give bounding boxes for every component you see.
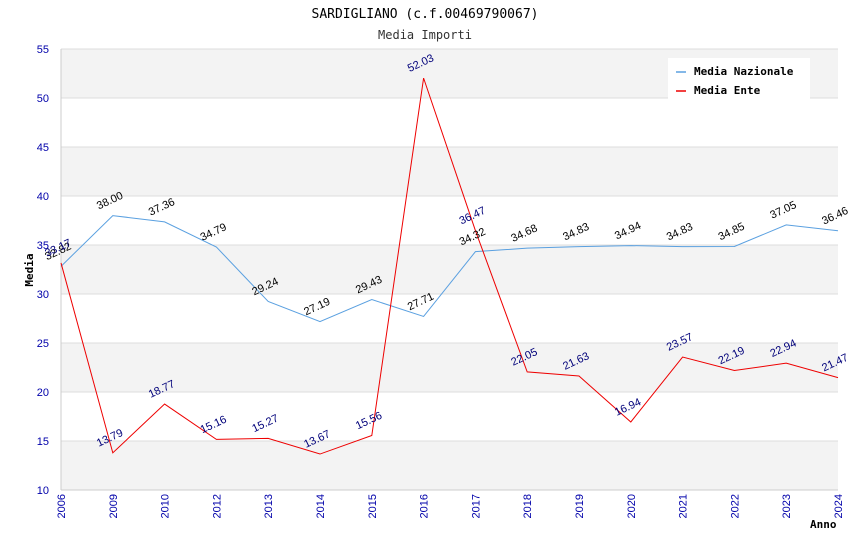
y-axis-label: Media [23,253,36,286]
x-tick-label: 2009 [108,494,120,518]
y-tick-label: 15 [37,436,49,448]
x-tick-label: 2010 [160,494,172,518]
data-label: 34.68 [509,222,539,245]
x-tick-label: 2014 [315,494,327,518]
x-tick-label: 2017 [470,494,482,518]
y-tick-label: 40 [37,191,49,203]
x-tick-label: 2021 [678,494,690,518]
data-label: 37.36 [147,196,177,219]
y-tick-label: 55 [37,44,49,56]
series-line-0 [60,215,839,323]
y-axis-ticks: 10 15 20 25 30 35 40 45 50 55 [37,44,49,497]
y-tick-label: 20 [37,387,49,399]
data-label: 34.79 [199,221,229,244]
x-tick-label: 2022 [729,494,741,518]
legend: Media Nazionale Media Ente [668,58,810,100]
data-label: 36.47 [458,205,488,228]
data-label: 27.19 [302,296,332,319]
x-tick-label: 2020 [626,494,638,518]
data-label: 34.85 [717,221,747,244]
x-tick-label: 2013 [263,494,275,518]
series-line-1 [60,77,839,455]
x-tick-label: 2019 [574,494,586,518]
plot-band [61,441,838,490]
x-tick-label: 2006 [56,494,68,518]
y-tick-label: 30 [37,289,49,301]
y-tick-label: 50 [37,93,49,105]
chart-title: SARDIGLIANO (c.f.00469790067) [312,7,539,22]
x-tick-label: 2015 [367,494,379,518]
legend-label-media-ente: Media Ente [694,84,761,97]
plot-band [61,343,838,392]
x-axis-label: Anno [810,518,837,531]
x-axis-ticks: 2006 2009 2010 2012 2013 2014 2015 2016 2017 2018… [56,494,845,518]
data-label: 34.83 [665,221,695,244]
x-tick-label: 2024 [833,494,845,518]
x-tick-label: 2012 [211,494,223,518]
plot-band [61,245,838,294]
y-tick-label: 45 [37,142,49,154]
gridlines [61,48,838,491]
data-label: 15.16 [199,414,229,437]
legend-box [668,58,810,100]
data-label: 15.27 [250,413,280,436]
series-lines [60,77,839,455]
x-tick-label: 2018 [522,494,534,518]
data-label: 36.46 [820,205,850,228]
data-label: 34.94 [613,220,643,243]
data-label: 37.05 [768,199,798,222]
data-label: 15.56 [354,410,384,433]
data-label: 16.94 [613,396,643,419]
legend-label-media-nazionale: Media Nazionale [694,65,794,78]
data-label: 34.83 [561,221,591,244]
plot-bands [61,49,838,490]
x-tick-label: 2016 [419,494,431,518]
y-tick-label: 35 [37,240,49,252]
y-tick-label: 25 [37,338,49,350]
x-tick-label: 2023 [781,494,793,518]
chart-subtitle: Media Importi [378,28,472,42]
y-tick-label: 10 [37,485,49,497]
